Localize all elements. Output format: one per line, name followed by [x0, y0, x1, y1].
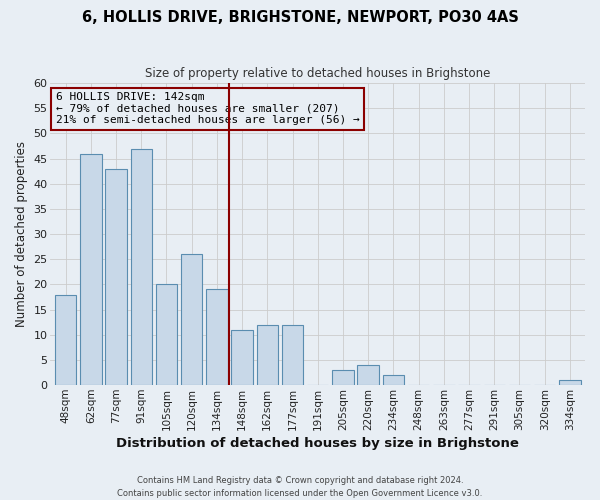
Bar [383, 375, 404, 385]
Bar [559, 380, 581, 385]
X-axis label: Distribution of detached houses by size in Brighstone: Distribution of detached houses by size … [116, 437, 519, 450]
Bar [55, 294, 76, 385]
Title: Size of property relative to detached houses in Brighstone: Size of property relative to detached ho… [145, 68, 490, 80]
Bar [332, 370, 353, 385]
Text: 6 HOLLIS DRIVE: 142sqm
← 79% of detached houses are smaller (207)
21% of semi-de: 6 HOLLIS DRIVE: 142sqm ← 79% of detached… [56, 92, 359, 126]
Bar [105, 168, 127, 385]
Bar [358, 365, 379, 385]
Bar [181, 254, 202, 385]
Text: Contains HM Land Registry data © Crown copyright and database right 2024.
Contai: Contains HM Land Registry data © Crown c… [118, 476, 482, 498]
Text: 6, HOLLIS DRIVE, BRIGHSTONE, NEWPORT, PO30 4AS: 6, HOLLIS DRIVE, BRIGHSTONE, NEWPORT, PO… [82, 10, 518, 25]
Bar [156, 284, 177, 385]
Bar [80, 154, 101, 385]
Bar [206, 290, 227, 385]
Bar [282, 324, 303, 385]
Bar [131, 148, 152, 385]
Bar [257, 324, 278, 385]
Y-axis label: Number of detached properties: Number of detached properties [15, 141, 28, 327]
Bar [232, 330, 253, 385]
